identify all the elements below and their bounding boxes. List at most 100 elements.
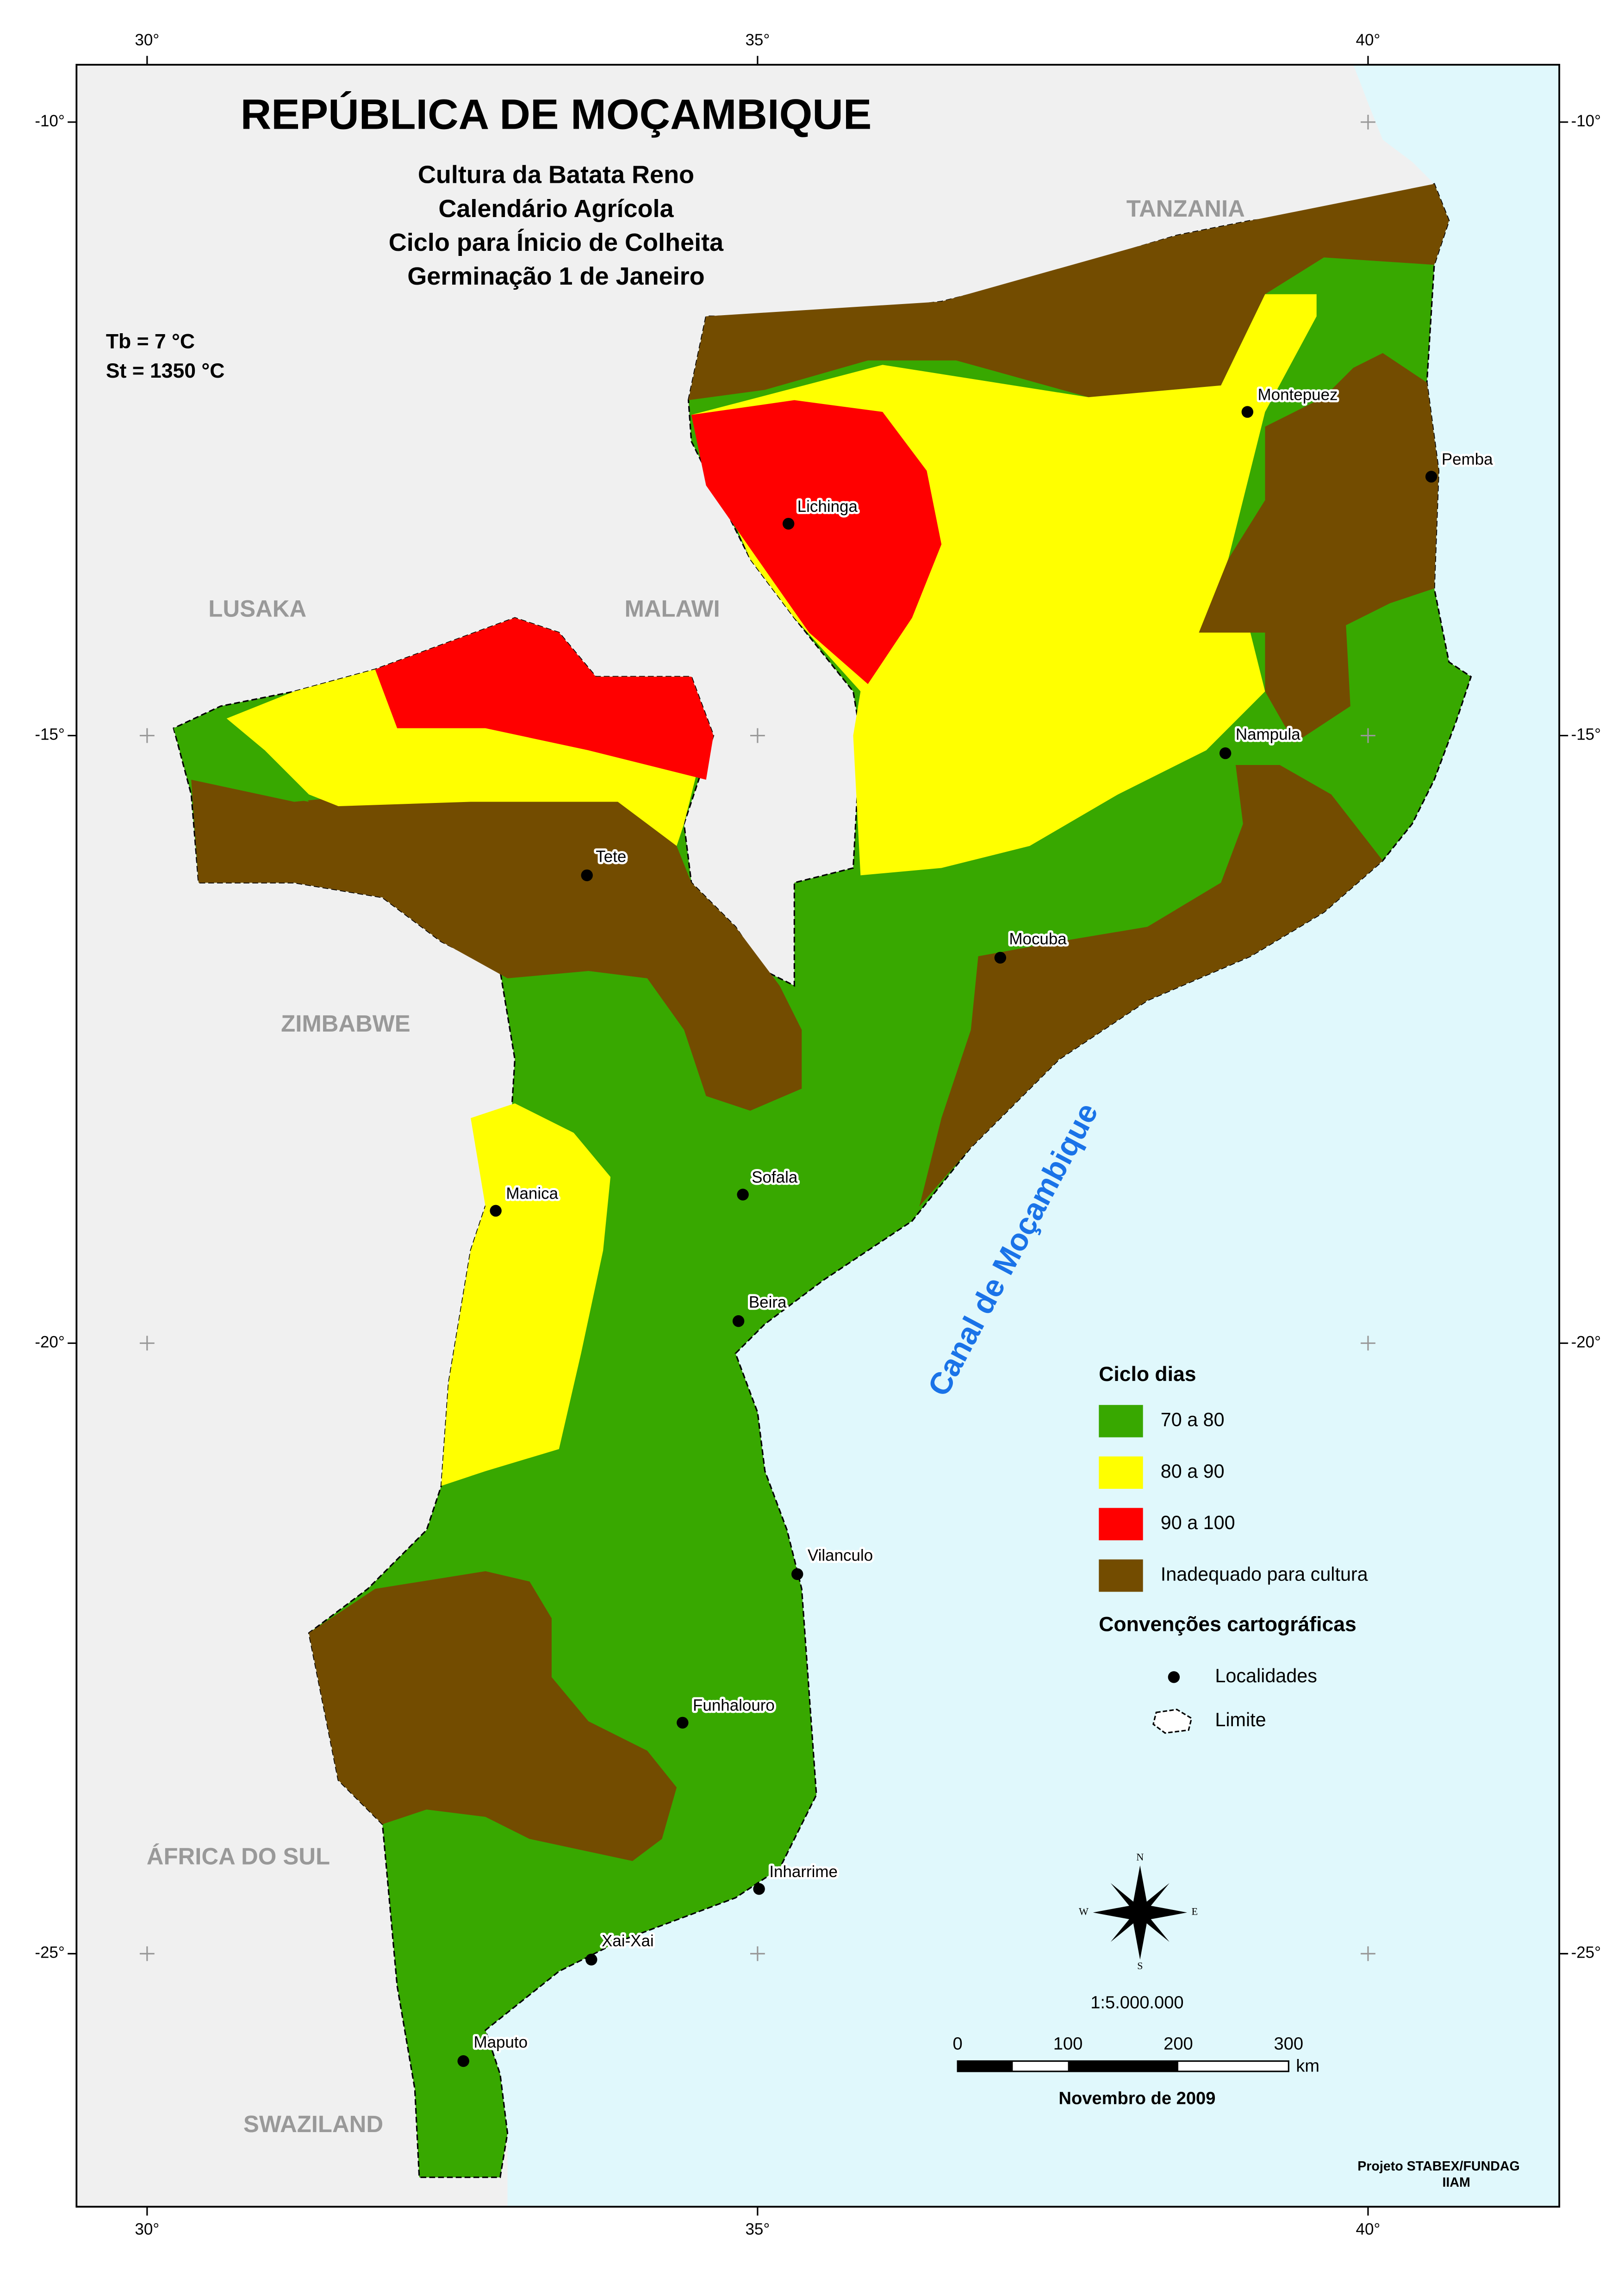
city-dot: [782, 517, 795, 530]
lon-label: 40°: [1356, 2220, 1381, 2238]
frame: [75, 63, 1561, 2208]
compass: N S E W: [1079, 1851, 1198, 1972]
lat-label: -20°: [35, 1333, 64, 1351]
lat-label: -25°: [1571, 1944, 1601, 1962]
city-dot: [581, 869, 593, 882]
country-label: MALAWI: [624, 596, 720, 622]
city-label: Xai-Xai: [602, 1932, 654, 1950]
legend-label: Inadequado para cultura: [1161, 1563, 1368, 1585]
legend-label: Limite: [1215, 1709, 1266, 1730]
city-label: Maputo: [473, 2034, 528, 2052]
subtitle: Germinação 1 de Janeiro: [407, 262, 704, 290]
legend-label: 90 a 100: [1161, 1512, 1235, 1533]
lat-label: -10°: [1571, 112, 1601, 130]
class-region: [1199, 353, 1439, 743]
city-label: Funhalouro: [693, 1697, 775, 1715]
lat-label: -20°: [1571, 1333, 1601, 1351]
legend-swatch: [1099, 1559, 1143, 1592]
lat-label: -10°: [35, 112, 64, 130]
date: Novembro de 2009: [1058, 2088, 1215, 2108]
country-label: ZIMBABWE: [281, 1010, 411, 1037]
city-label: Tete: [596, 848, 626, 866]
credits: Projeto STABEX/FUNDAG: [1357, 2159, 1520, 2174]
scale-label: 0: [953, 2034, 963, 2054]
legend-swatch: [1099, 1456, 1143, 1489]
lon-label: 30°: [135, 31, 159, 49]
class-region: [688, 184, 1449, 400]
city-dot: [585, 1953, 597, 1965]
sea: [485, 64, 1560, 2207]
subtitle: Ciclo para Ínicio de Colheita: [389, 229, 724, 256]
city-label: Montepuez: [1258, 386, 1338, 404]
lat-label: -15°: [35, 726, 64, 744]
scale-label: 100: [1053, 2034, 1083, 2054]
graticule-ticks: [68, 56, 1568, 2216]
class-region: [441, 1103, 611, 1486]
country-label: ÁFRICA DO SUL: [147, 1843, 330, 1869]
city-label: Beira: [749, 1294, 787, 1312]
legend-boundary: [1152, 1709, 1193, 1734]
city-dot: [753, 1883, 765, 1895]
scale-label: 300: [1274, 2034, 1304, 2054]
legend-swatch: [1099, 1405, 1143, 1437]
city-dot: [490, 1205, 502, 1217]
class-region: [174, 713, 309, 802]
parameter: Tb = 7 °C: [106, 330, 195, 353]
legend-swatch: [1099, 1508, 1143, 1541]
city-dot: [1425, 471, 1437, 483]
scale-unit: km: [1296, 2056, 1319, 2076]
city-dot: [457, 2055, 469, 2067]
class-region: [691, 400, 942, 684]
legend-label: 80 a 90: [1161, 1461, 1225, 1482]
city-dot: [1219, 747, 1232, 759]
compass-label: W: [1079, 1906, 1089, 1917]
scale-label: 200: [1164, 2034, 1193, 2054]
lat-label: -15°: [1571, 726, 1601, 744]
graticule-crosses: [139, 114, 1375, 1961]
city-label: Mocuba: [1009, 930, 1067, 948]
city-label: Vilanculo: [808, 1546, 873, 1564]
compass-label: N: [1136, 1851, 1144, 1863]
class-region: [309, 1571, 677, 1861]
city-dot: [677, 1717, 689, 1729]
title: REPÚBLICA DE MOÇAMBIQUE: [241, 91, 872, 138]
city-label: Manica: [506, 1184, 558, 1202]
subtitle: Calendário Agrícola: [438, 195, 674, 223]
compass-label: E: [1192, 1906, 1198, 1917]
lon-label: 30°: [135, 2220, 159, 2238]
city-label: Lichinga: [797, 498, 858, 516]
city-dot: [737, 1188, 749, 1200]
legend-label: Localidades: [1215, 1665, 1317, 1686]
city-label: Sofala: [752, 1168, 798, 1186]
lon-label: 40°: [1356, 31, 1381, 49]
class-region: [919, 765, 1383, 1207]
country-label: LUSAKA: [208, 596, 306, 622]
legend-label: 70 a 80: [1161, 1409, 1225, 1430]
class-region: [191, 779, 802, 1111]
legend: 70 a 80 80 a 90 90 a 100 Inadequado para cu…: [1099, 1405, 1368, 1592]
legend-title: Convenções cartográficas: [1099, 1613, 1356, 1636]
compass-label: S: [1137, 1960, 1143, 1972]
country-label: TANZANIA: [1126, 195, 1245, 222]
lat-label: -25°: [35, 1944, 64, 1962]
legend-dot: [1168, 1671, 1180, 1683]
subtitle: Cultura da Batata Reno: [418, 161, 694, 189]
city-label: Inharrime: [769, 1863, 838, 1881]
lon-label: 35°: [745, 2220, 770, 2238]
credits: IIAM: [1442, 2175, 1470, 2190]
scale-bar: [957, 2060, 1289, 2072]
scale-text: 1:5.000.000: [1090, 1993, 1183, 2013]
city-label: Pemba: [1442, 450, 1493, 468]
cities: Lichinga Montepuez Pemba Nampula Tete Mo…: [457, 384, 1495, 2067]
class-region: [375, 618, 714, 780]
city-dot: [994, 952, 1007, 964]
city-dot: [732, 1315, 745, 1327]
parameter: St = 1350 °C: [106, 360, 224, 382]
city-dot: [791, 1568, 803, 1580]
legend-title: Ciclo dias: [1099, 1363, 1196, 1386]
city-dot: [1241, 406, 1254, 418]
lon-label: 35°: [745, 31, 770, 49]
city-label: Nampula: [1236, 726, 1300, 744]
